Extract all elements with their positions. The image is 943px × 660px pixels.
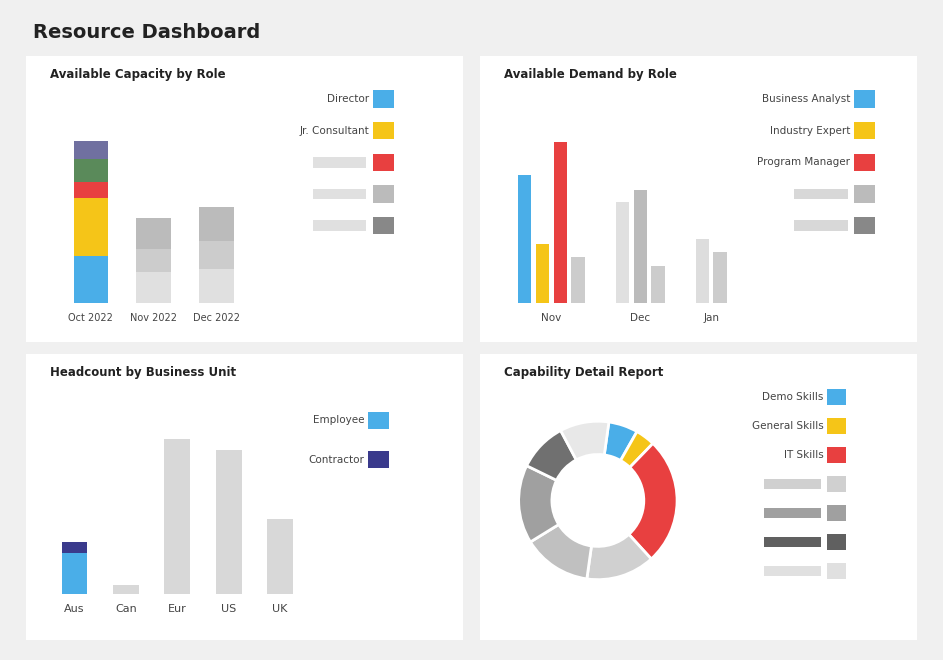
Text: IT Skills: IT Skills bbox=[784, 450, 823, 460]
Text: Available Capacity by Role: Available Capacity by Role bbox=[50, 68, 225, 81]
Text: Jr. Consultant: Jr. Consultant bbox=[300, 125, 370, 136]
Text: Capability Detail Report: Capability Detail Report bbox=[504, 366, 663, 379]
Wedge shape bbox=[519, 466, 559, 542]
Text: Demo Skills: Demo Skills bbox=[762, 392, 823, 402]
Bar bbox=[714, 251, 727, 302]
Bar bbox=[113, 585, 139, 594]
Bar bbox=[74, 256, 108, 302]
FancyBboxPatch shape bbox=[22, 351, 468, 643]
Wedge shape bbox=[561, 421, 609, 460]
Wedge shape bbox=[604, 422, 637, 461]
Bar bbox=[536, 244, 550, 302]
Text: Business Analyst: Business Analyst bbox=[762, 94, 851, 104]
Bar bbox=[137, 272, 171, 302]
Bar bbox=[61, 542, 88, 553]
Bar bbox=[74, 198, 108, 256]
Bar bbox=[137, 249, 171, 272]
Text: Resource Dashboard: Resource Dashboard bbox=[33, 23, 260, 42]
Wedge shape bbox=[620, 432, 653, 467]
Bar bbox=[571, 257, 585, 302]
FancyBboxPatch shape bbox=[475, 351, 921, 643]
Text: Contractor: Contractor bbox=[308, 455, 365, 465]
Bar bbox=[199, 241, 234, 269]
Wedge shape bbox=[587, 535, 652, 579]
Bar bbox=[74, 141, 108, 159]
Bar bbox=[267, 519, 293, 594]
Bar bbox=[74, 159, 108, 182]
Bar bbox=[554, 143, 568, 302]
Text: Industry Expert: Industry Expert bbox=[770, 125, 851, 136]
Wedge shape bbox=[530, 525, 591, 579]
Bar bbox=[216, 450, 241, 594]
Text: Employee: Employee bbox=[313, 415, 365, 425]
Bar bbox=[616, 203, 629, 302]
Bar bbox=[518, 175, 532, 302]
Text: Headcount by Business Unit: Headcount by Business Unit bbox=[50, 366, 236, 379]
FancyBboxPatch shape bbox=[22, 53, 468, 345]
Wedge shape bbox=[629, 444, 677, 559]
Bar bbox=[199, 207, 234, 241]
FancyBboxPatch shape bbox=[475, 53, 921, 345]
Text: Available Demand by Role: Available Demand by Role bbox=[504, 68, 676, 81]
Wedge shape bbox=[527, 430, 576, 480]
Text: Program Manager: Program Manager bbox=[757, 157, 851, 168]
Bar bbox=[137, 218, 171, 249]
Bar bbox=[652, 266, 665, 302]
Bar bbox=[61, 553, 88, 594]
Bar bbox=[696, 239, 709, 302]
Text: Director: Director bbox=[327, 94, 370, 104]
Bar bbox=[74, 182, 108, 198]
Text: General Skills: General Skills bbox=[752, 421, 823, 431]
Bar bbox=[199, 269, 234, 302]
Bar bbox=[634, 189, 647, 302]
Bar bbox=[164, 439, 190, 594]
